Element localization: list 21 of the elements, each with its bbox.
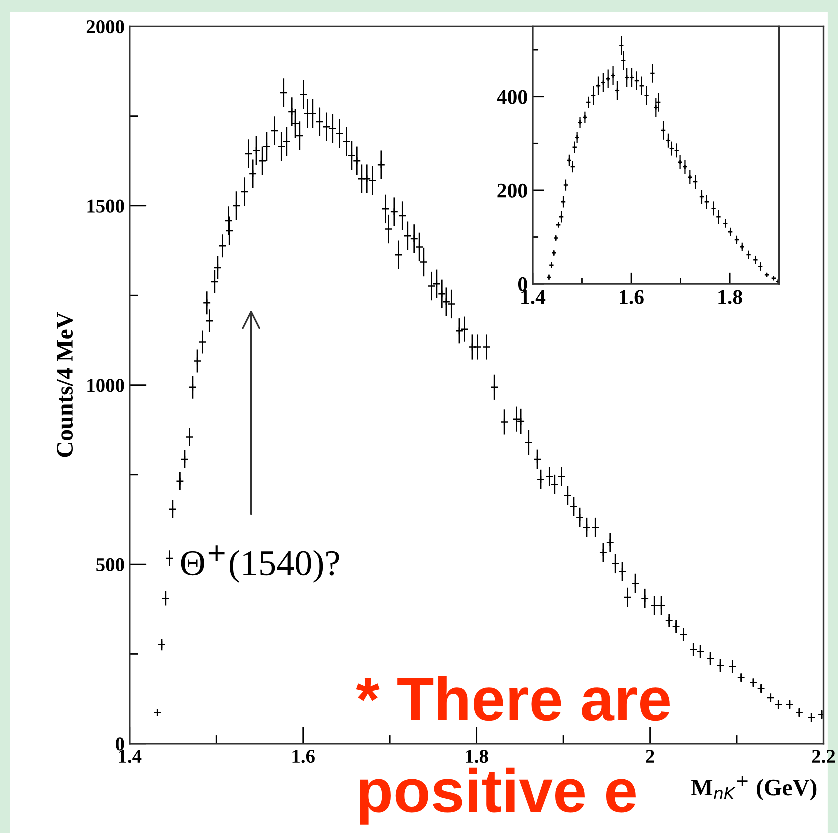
x-tick-label: 1.6 — [292, 750, 315, 764]
y-tick-label: 1000 — [88, 379, 124, 392]
y-tick-label: 400 — [497, 90, 528, 104]
x-tick-label: 1.6 — [620, 290, 644, 304]
x-tick-label: 1.8 — [466, 750, 488, 764]
y-tick-label: 1500 — [88, 200, 124, 213]
x-axis-title: M$_{nK}$$^{+}$ (GeV) — [691, 776, 817, 801]
x-tick-label: 2 — [646, 750, 654, 763]
y-tick-label: 0 — [116, 738, 124, 751]
y-tick-label: 2000 — [86, 20, 124, 34]
x-tick-label: 1.8 — [718, 290, 742, 304]
x-tick-label: 1.4 — [522, 290, 546, 304]
x-tick-label: 1.4 — [119, 750, 142, 764]
y-tick-label: 200 — [498, 184, 528, 198]
y-tick-label: 0 — [518, 277, 528, 292]
annotation: Θ$^{+}$(1540)? — [181, 546, 340, 583]
annotation: * There are — [356, 676, 670, 722]
y-tick-label: 500 — [96, 558, 124, 572]
x-tick-label: 2.2 — [812, 750, 836, 764]
y-axis-title: Counts/4 MeV — [57, 312, 74, 458]
text: positive e — [360, 768, 636, 825]
